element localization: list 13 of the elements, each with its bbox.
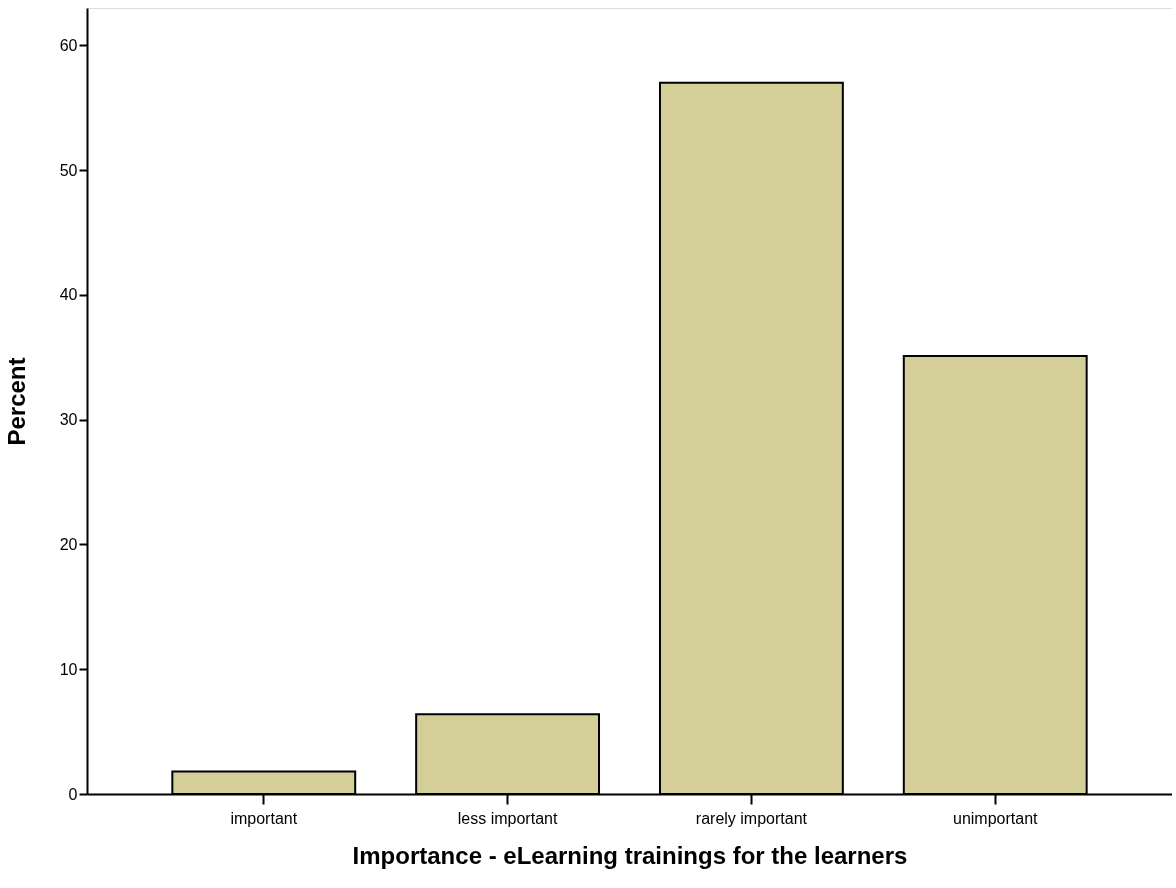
y-axis-title: Percent bbox=[2, 357, 30, 446]
x-tick-label: unimportant bbox=[952, 809, 1039, 827]
y-tick-label: 20 bbox=[59, 535, 78, 553]
y-tick-label: 50 bbox=[59, 161, 78, 179]
x-axis-title: Importance - eLearning trainings for the learners bbox=[352, 841, 908, 869]
x-tick-label: less important bbox=[457, 809, 558, 827]
y-tick-label: 0 bbox=[68, 785, 78, 803]
y-tick-label: 30 bbox=[59, 411, 78, 429]
x-tick-label: rarely important bbox=[695, 809, 808, 827]
y-tick-label: 10 bbox=[59, 660, 78, 678]
y-tick-label: 40 bbox=[59, 286, 78, 304]
x-tick-label: important bbox=[230, 809, 298, 827]
y-tick-label: 60 bbox=[59, 36, 78, 54]
